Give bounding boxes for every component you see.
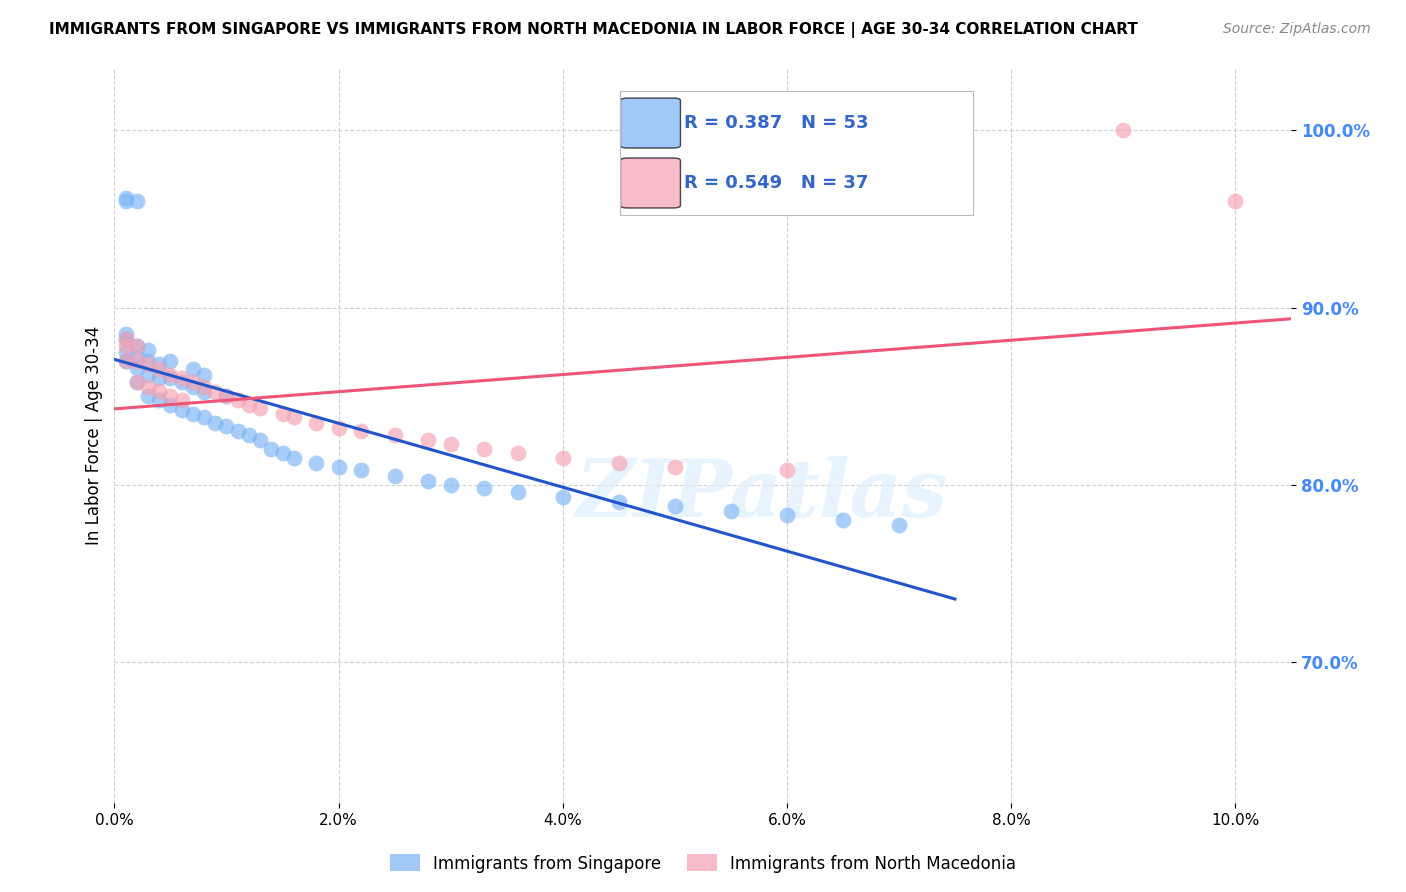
Point [114,339,136,353]
Point [305,456,328,470]
Point [271,445,294,459]
Point [159,371,181,385]
Point [472,481,495,495]
Point [831,513,853,527]
Point [136,389,159,403]
Point [440,477,463,491]
Point [114,327,136,342]
Point [159,389,181,403]
Point [170,403,193,417]
Point [249,401,271,416]
Point [664,459,686,474]
Point [664,499,686,513]
Point [181,362,204,376]
Point [136,353,159,368]
Point [887,518,910,533]
Text: IMMIGRANTS FROM SINGAPORE VS IMMIGRANTS FROM NORTH MACEDONIA IN LABOR FORCE | AG: IMMIGRANTS FROM SINGAPORE VS IMMIGRANTS … [49,22,1137,38]
Point [440,437,463,451]
Point [226,392,249,407]
Point [125,375,148,389]
Point [305,416,328,430]
Point [384,468,406,483]
Point [350,425,373,439]
Point [283,450,305,465]
Point [238,428,260,442]
Point [114,194,136,209]
Point [1223,194,1246,209]
Point [215,389,238,403]
Point [193,385,215,400]
Point [204,385,226,400]
Point [114,332,136,346]
Point [159,353,181,368]
Point [114,332,136,346]
Point [125,350,148,364]
Point [114,353,136,368]
Point [148,357,170,371]
Point [283,410,305,425]
Point [148,362,170,376]
Point [551,490,574,504]
Point [114,353,136,368]
Point [114,344,136,359]
Point [249,434,271,448]
Point [215,419,238,434]
Point [170,375,193,389]
Y-axis label: In Labor Force | Age 30-34: In Labor Force | Age 30-34 [86,326,103,546]
Point [148,371,170,385]
Point [148,392,170,407]
Point [328,421,350,435]
Point [193,368,215,382]
Point [159,398,181,412]
Point [136,357,159,371]
Point [720,504,742,518]
Point [136,343,159,357]
Point [125,339,148,353]
Point [181,407,204,421]
Point [506,484,529,499]
Point [170,392,193,407]
Point [551,450,574,465]
Point [384,428,406,442]
Point [193,410,215,425]
Text: Source: ZipAtlas.com: Source: ZipAtlas.com [1223,22,1371,37]
Point [136,380,159,394]
Legend: Immigrants from Singapore, Immigrants from North Macedonia: Immigrants from Singapore, Immigrants fr… [384,847,1022,880]
Point [607,456,630,470]
Point [148,384,170,398]
Point [776,508,799,522]
Point [776,463,799,477]
Point [136,368,159,382]
Point [181,375,204,389]
Point [271,407,294,421]
Point [125,360,148,375]
Point [159,368,181,382]
Point [226,425,249,439]
Point [170,371,193,385]
Point [125,375,148,389]
Point [181,380,204,394]
Point [260,442,283,457]
Point [506,445,529,459]
Point [328,459,350,474]
Point [204,416,226,430]
Point [238,398,260,412]
Point [125,353,148,368]
Point [607,495,630,509]
Point [472,442,495,457]
Point [418,434,440,448]
Point [1112,123,1135,137]
Text: ZIPatlas: ZIPatlas [575,456,948,533]
Point [125,194,148,209]
Point [125,339,148,353]
Point [215,389,238,403]
Point [114,191,136,205]
Point [418,474,440,488]
Point [350,463,373,477]
Point [193,380,215,394]
